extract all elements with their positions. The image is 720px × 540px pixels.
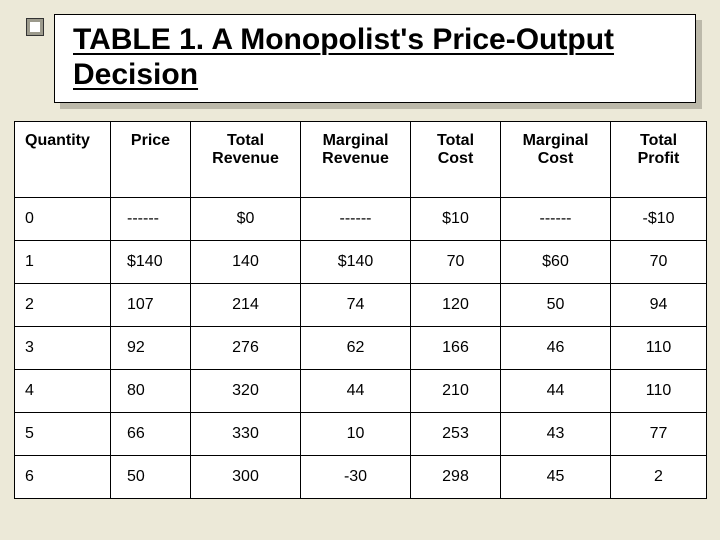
table-cell: 45 xyxy=(501,455,611,498)
table-cell: 44 xyxy=(301,369,411,412)
monopolist-table: QuantityPriceTotalRevenueMarginalRevenue… xyxy=(14,121,707,499)
table-cell: 70 xyxy=(611,240,707,283)
table-cell: 107 xyxy=(111,283,191,326)
table-col-header: TotalProfit xyxy=(611,122,707,198)
table-cell: $10 xyxy=(411,197,501,240)
table-cell: 2 xyxy=(611,455,707,498)
table-cell: 298 xyxy=(411,455,501,498)
page-title: TABLE 1. A Monopolist's Price-Output Dec… xyxy=(73,23,677,92)
table-cell: 50 xyxy=(111,455,191,498)
table-cell: 1 xyxy=(15,240,111,283)
table-cell: $60 xyxy=(501,240,611,283)
table-col-header: MarginalCost xyxy=(501,122,611,198)
table-cell: 66 xyxy=(111,412,191,455)
table-cell: 62 xyxy=(301,326,411,369)
table-cell: 80 xyxy=(111,369,191,412)
table-row: 4803204421044110 xyxy=(15,369,707,412)
table-cell: ------ xyxy=(111,197,191,240)
table-row: 1$140140$14070$6070 xyxy=(15,240,707,283)
table-cell: 70 xyxy=(411,240,501,283)
table-cell: 253 xyxy=(411,412,501,455)
table-row: 566330102534377 xyxy=(15,412,707,455)
table-cell: 110 xyxy=(611,326,707,369)
table-cell: -30 xyxy=(301,455,411,498)
table-cell: 210 xyxy=(411,369,501,412)
table-cell: 6 xyxy=(15,455,111,498)
table-cell: 74 xyxy=(301,283,411,326)
table-cell: 214 xyxy=(191,283,301,326)
table-row: 2107214741205094 xyxy=(15,283,707,326)
table-col-header: Price xyxy=(111,122,191,198)
table-row: 0------$0------$10-------$10 xyxy=(15,197,707,240)
title-container: TABLE 1. A Monopolist's Price-Output Dec… xyxy=(54,14,696,103)
table-col-header: MarginalRevenue xyxy=(301,122,411,198)
table-cell: 120 xyxy=(411,283,501,326)
table-cell: 43 xyxy=(501,412,611,455)
table-cell: 276 xyxy=(191,326,301,369)
table-cell: 330 xyxy=(191,412,301,455)
table-header-row: QuantityPriceTotalRevenueMarginalRevenue… xyxy=(15,122,707,198)
title-box: TABLE 1. A Monopolist's Price-Output Dec… xyxy=(54,14,696,103)
table-row: 650300-30298452 xyxy=(15,455,707,498)
table-cell: 5 xyxy=(15,412,111,455)
table-cell: $0 xyxy=(191,197,301,240)
table-col-header: Quantity xyxy=(15,122,111,198)
table-cell: 2 xyxy=(15,283,111,326)
table-cell: 3 xyxy=(15,326,111,369)
table-cell: 94 xyxy=(611,283,707,326)
table-cell: $140 xyxy=(301,240,411,283)
table-cell: ------ xyxy=(501,197,611,240)
table-cell: -$10 xyxy=(611,197,707,240)
table-cell: 50 xyxy=(501,283,611,326)
table-row: 3922766216646110 xyxy=(15,326,707,369)
table-cell: 4 xyxy=(15,369,111,412)
table-cell: 46 xyxy=(501,326,611,369)
slide: TABLE 1. A Monopolist's Price-Output Dec… xyxy=(0,0,720,540)
table-cell: 92 xyxy=(111,326,191,369)
table-cell: 0 xyxy=(15,197,111,240)
table-cell: ------ xyxy=(301,197,411,240)
table-cell: 10 xyxy=(301,412,411,455)
table-cell: 44 xyxy=(501,369,611,412)
table-cell: 300 xyxy=(191,455,301,498)
table-cell: 140 xyxy=(191,240,301,283)
table-cell: 320 xyxy=(191,369,301,412)
table-col-header: TotalRevenue xyxy=(191,122,301,198)
table-cell: 77 xyxy=(611,412,707,455)
table-col-header: TotalCost xyxy=(411,122,501,198)
table-cell: 110 xyxy=(611,369,707,412)
table-cell: $140 xyxy=(111,240,191,283)
title-bullet-icon xyxy=(26,18,44,36)
table-cell: 166 xyxy=(411,326,501,369)
